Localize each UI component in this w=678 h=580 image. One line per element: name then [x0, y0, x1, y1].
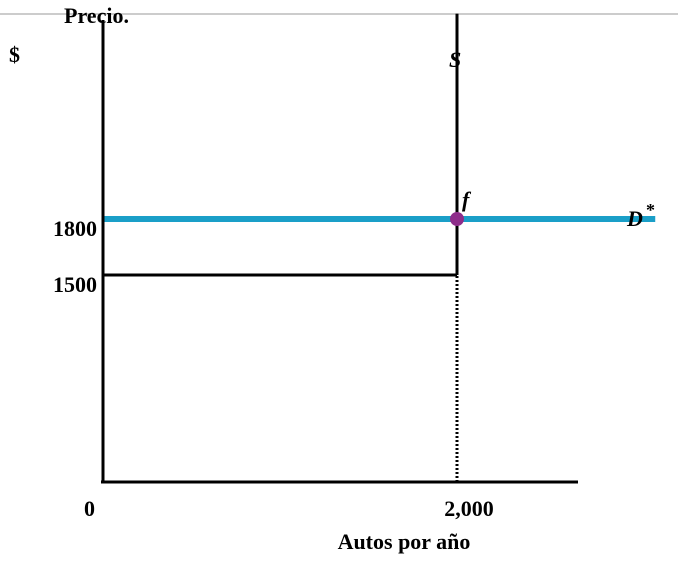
series-labels: D * S — [449, 47, 655, 231]
point-label-f: f — [462, 187, 472, 212]
series-label-s: S — [449, 47, 461, 72]
x-tick-label-2000: 2,000 — [444, 496, 494, 521]
y-tick-label-1800: 1800 — [53, 216, 97, 241]
series-lines — [103, 13, 656, 275]
guide-lines — [103, 273, 459, 482]
y-tick-label-1500: 1500 — [53, 272, 97, 297]
series-label-d-superscript: * — [646, 200, 655, 220]
y-axis-label: Precio. — [64, 3, 129, 28]
y-tick-labels: 1800 1500 — [53, 216, 97, 297]
x-tick-labels: 2,000 — [444, 496, 494, 521]
origin-label: 0 — [84, 496, 95, 521]
point-f — [450, 212, 464, 226]
series-label-d: D — [626, 206, 643, 231]
x-axis-label: Autos por año — [338, 529, 471, 554]
data-points: f — [450, 187, 472, 226]
y-axis-unit: $ — [9, 42, 20, 67]
